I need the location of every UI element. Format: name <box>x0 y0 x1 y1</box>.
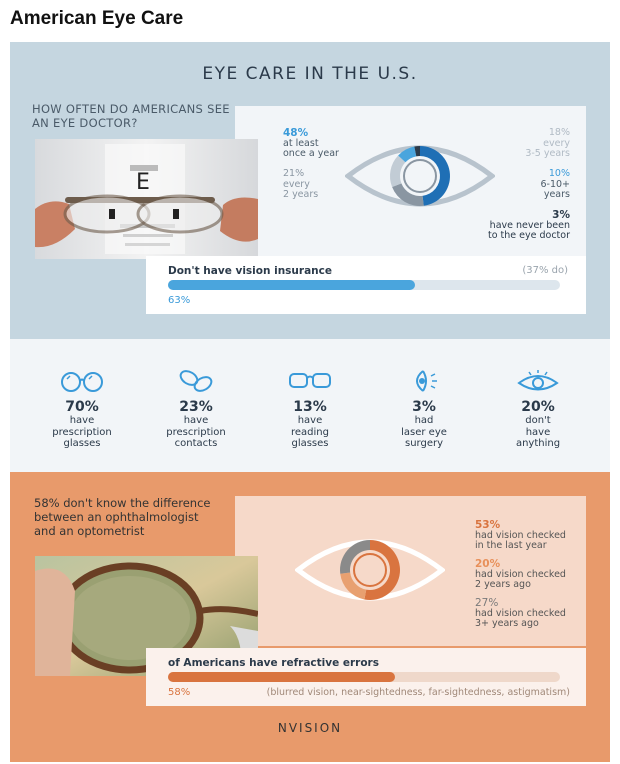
contacts-icon <box>179 370 213 392</box>
donut-slice-every-3-5-years <box>390 155 406 188</box>
eye-exam-section: 53% had vision checked in the last year … <box>10 472 610 762</box>
stat-6-10-years: 10% 6-10+ years <box>540 168 570 200</box>
donut-slices <box>340 540 400 600</box>
exam-panel: 53% had vision checked in the last year … <box>235 496 586 646</box>
insurance-bar-card: Don't have vision insurance (37% do) 63% <box>146 256 586 314</box>
glasses-icon <box>61 372 103 392</box>
donut-slice-every-2-years <box>392 183 424 206</box>
donut-inner-ring <box>403 159 437 193</box>
correction-section: 70% have prescription glasses 23% have p… <box>10 339 610 472</box>
insurance-bar-track <box>168 280 560 290</box>
donut-slice-3-years-ago <box>340 540 370 574</box>
section-question: HOW OFTEN DO AMERICANS SEE AN EYE DOCTOR… <box>32 102 230 130</box>
stat-reading-glasses: 13% have reading glasses <box>260 369 360 450</box>
stat-checked-2-years: 20% had vision checked 2 years ago <box>475 558 566 590</box>
stat-contacts: 23% have prescription contacts <box>146 369 246 450</box>
nvision-logo: NVISION <box>277 721 343 735</box>
donut-inner-ring <box>353 553 387 587</box>
stat-every-3-5-years: 18% every 3-5 years <box>525 127 570 159</box>
stat-nothing: 20% don't have anything <box>488 369 588 450</box>
insurance-bar-fill <box>168 280 415 290</box>
donut-slice-2-years-ago <box>340 572 367 600</box>
stat-checked-last-year: 53% had vision checked in the last year <box>475 519 566 551</box>
stat-laser-surgery: 3% had laser eye surgery <box>374 369 474 450</box>
svg-text:E: E <box>136 170 150 195</box>
stat-every-2-years: 21% every 2 years <box>283 168 319 200</box>
insurance-value: 63% <box>168 295 191 306</box>
eye-care-section: EYE CARE IN THE U.S. HOW OFTEN DO AMERIC… <box>10 42 610 339</box>
donut-slices <box>390 146 451 206</box>
stat-glasses: 70% have prescription glasses <box>32 369 132 450</box>
eye-icon <box>517 370 559 391</box>
eye-chart-photo: E <box>35 139 258 259</box>
donut-slice-6-10-years <box>398 146 417 163</box>
exam-eye-donut-chart <box>295 539 445 601</box>
refractive-bar-fill <box>168 672 396 682</box>
stat-checked-3-years: 27% had vision checked 3+ years ago <box>475 597 566 629</box>
insurance-aside: (37% do) <box>522 265 568 276</box>
reading-glasses-icon <box>289 373 331 388</box>
refractive-label: of Americans have refractive errors <box>168 657 379 669</box>
ophthalmologist-question: 58% don't know the difference between an… <box>34 496 211 538</box>
frequency-panel: 48% at least once a year 21% every 2 yea… <box>235 106 586 261</box>
refractive-bar-track <box>168 672 560 682</box>
insurance-label: Don't have vision insurance <box>168 265 332 277</box>
refractive-bar-card: of Americans have refractive errors 58% … <box>146 648 586 706</box>
donut-slice-never <box>414 146 420 157</box>
donut-slice-last-year <box>364 540 400 600</box>
refractive-value: 58% <box>168 687 191 698</box>
laser-eye-icon <box>416 370 437 392</box>
stat-once-a-year: 48% at least once a year <box>283 127 339 159</box>
refractive-aside: (blurred vision, near-sightedness, far-s… <box>266 687 570 698</box>
stat-never-been: 3% have never been to the eye doctor <box>487 209 570 241</box>
donut-slice-once-a-year <box>420 146 451 206</box>
eye-donut-chart <box>345 145 495 207</box>
section-title: EYE CARE IN THE U.S. <box>202 64 418 84</box>
page-title: American Eye Care <box>10 8 184 29</box>
